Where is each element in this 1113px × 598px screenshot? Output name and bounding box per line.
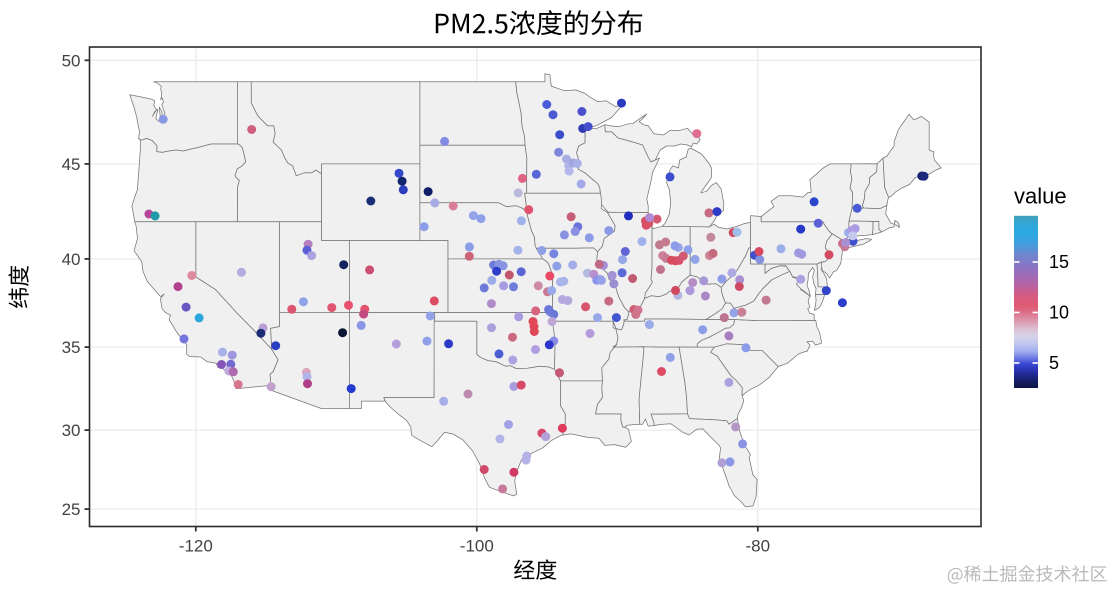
svg-text:-100: -100 — [460, 537, 494, 556]
svg-text:-80: -80 — [746, 537, 771, 556]
svg-text:30: 30 — [62, 421, 81, 440]
svg-text:15: 15 — [1049, 252, 1069, 272]
svg-text:50: 50 — [62, 51, 81, 70]
svg-text:-120: -120 — [179, 537, 213, 556]
svg-text:35: 35 — [62, 338, 81, 357]
svg-text:40: 40 — [62, 250, 81, 269]
svg-text:10: 10 — [1049, 303, 1069, 323]
svg-text:25: 25 — [62, 500, 81, 519]
svg-text:45: 45 — [62, 155, 81, 174]
svg-text:5: 5 — [1049, 353, 1059, 373]
svg-text:value: value — [1014, 184, 1067, 209]
